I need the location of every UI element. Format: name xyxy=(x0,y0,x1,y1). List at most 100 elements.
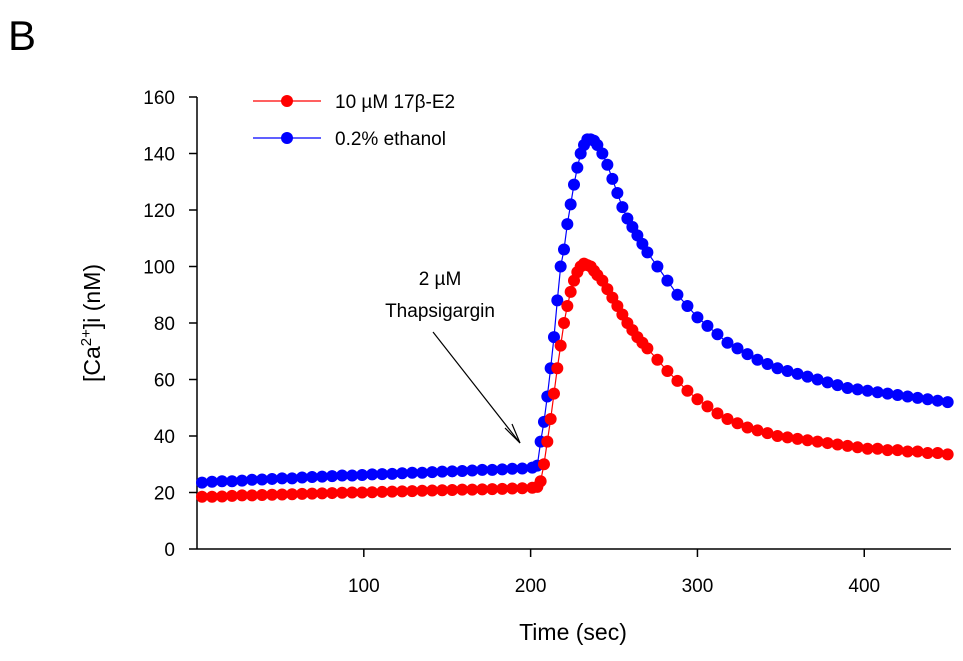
data-point xyxy=(606,172,619,185)
arrow-head xyxy=(504,423,521,444)
data-point xyxy=(486,483,499,496)
data-point xyxy=(731,417,744,430)
data-point xyxy=(761,427,774,440)
y-axis-label: [Ca2+]i (nM) xyxy=(78,264,105,382)
annotation: Thapsigargin xyxy=(385,301,495,322)
data-point xyxy=(661,365,674,378)
data-point xyxy=(346,469,359,482)
data-point xyxy=(781,365,794,378)
data-point xyxy=(561,218,574,231)
legend-marker xyxy=(281,95,293,107)
data-point xyxy=(246,489,259,502)
data-point xyxy=(871,386,884,399)
data-point xyxy=(561,300,574,313)
data-point xyxy=(711,328,724,341)
data-point xyxy=(891,389,904,402)
x-axis-label: Time (sec) xyxy=(519,619,627,645)
data-point xyxy=(641,246,654,259)
data-point xyxy=(711,407,724,420)
data-point xyxy=(841,381,854,394)
data-point xyxy=(406,466,419,479)
data-point xyxy=(306,487,319,500)
data-point xyxy=(456,465,469,478)
data-point xyxy=(931,446,944,459)
annotation: 2 µM xyxy=(419,269,462,290)
data-point xyxy=(651,260,664,273)
data-point xyxy=(547,331,560,344)
data-point xyxy=(316,470,329,483)
data-point xyxy=(286,488,299,501)
data-point xyxy=(911,391,924,404)
data-point xyxy=(691,311,704,324)
y-tick-label: 60 xyxy=(154,371,175,392)
data-point xyxy=(496,463,509,476)
data-point xyxy=(881,387,894,400)
data-point xyxy=(891,444,904,457)
data-point xyxy=(611,187,624,200)
y-tick-label: 120 xyxy=(143,201,175,222)
data-point xyxy=(811,435,824,448)
data-point xyxy=(366,468,379,481)
data-point xyxy=(651,353,664,366)
y-label-part: [Ca xyxy=(79,346,105,382)
data-point xyxy=(416,466,429,479)
data-point xyxy=(226,489,239,502)
data-point xyxy=(941,396,954,409)
data-point xyxy=(821,376,834,389)
data-point xyxy=(266,488,279,501)
series-line xyxy=(201,138,948,484)
data-point xyxy=(554,260,567,273)
data-point xyxy=(596,147,609,160)
data-point xyxy=(544,413,557,426)
data-point xyxy=(506,462,519,475)
data-point xyxy=(466,464,479,477)
data-point xyxy=(661,274,674,287)
data-point xyxy=(537,458,550,471)
data-point xyxy=(406,485,419,498)
data-point xyxy=(791,432,804,445)
data-point xyxy=(911,445,924,458)
data-point xyxy=(446,483,459,496)
data-point xyxy=(516,462,529,475)
data-point xyxy=(416,484,429,497)
data-point xyxy=(376,485,389,498)
data-point xyxy=(781,431,794,444)
data-point xyxy=(436,484,449,497)
data-point xyxy=(236,489,249,502)
data-point xyxy=(681,384,694,397)
data-point xyxy=(534,475,547,488)
data-point xyxy=(196,476,209,489)
data-point xyxy=(701,319,714,332)
data-point xyxy=(296,487,309,500)
data-point xyxy=(601,158,614,171)
data-point xyxy=(386,485,399,498)
data-point xyxy=(336,486,349,499)
data-point xyxy=(256,489,269,502)
data-point xyxy=(761,357,774,370)
data-point xyxy=(941,448,954,461)
y-label-part: ]i (nM) xyxy=(79,264,105,329)
data-point xyxy=(841,439,854,452)
data-point xyxy=(751,424,764,437)
data-point xyxy=(326,470,339,483)
data-point xyxy=(496,482,509,495)
y-tick-label: 160 xyxy=(143,88,175,109)
data-point xyxy=(386,467,399,480)
data-point xyxy=(741,348,754,361)
data-point xyxy=(436,465,449,478)
y-tick-label: 40 xyxy=(154,427,175,448)
data-point xyxy=(376,468,389,481)
annotation-arrow xyxy=(432,331,521,444)
data-point xyxy=(476,463,489,476)
data-point xyxy=(246,473,259,486)
x-tick-label: 300 xyxy=(682,576,714,597)
data-point xyxy=(316,487,329,500)
data-point xyxy=(811,373,824,386)
data-point xyxy=(486,463,499,476)
data-point xyxy=(821,437,834,450)
legend-label: 0.2% ethanol xyxy=(335,129,446,150)
data-point xyxy=(791,367,804,380)
data-point xyxy=(616,201,629,214)
data-point xyxy=(831,379,844,392)
